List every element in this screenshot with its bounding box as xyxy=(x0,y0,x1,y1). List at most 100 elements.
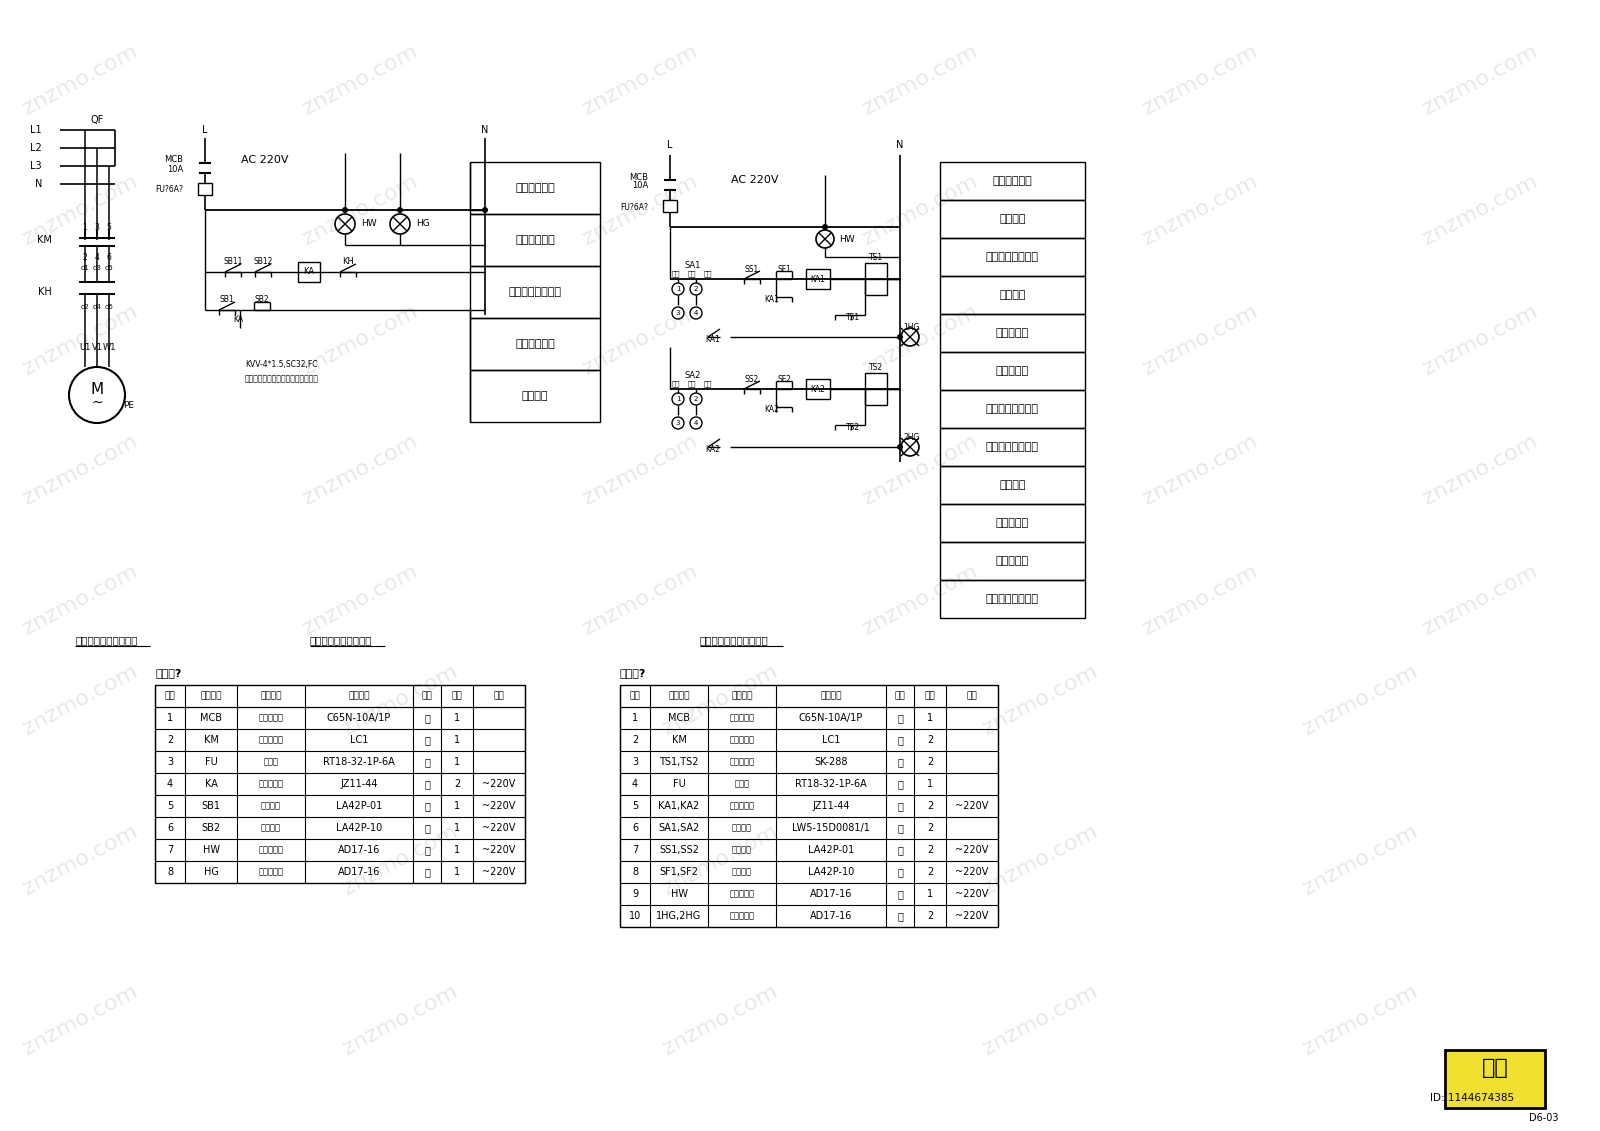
Circle shape xyxy=(482,207,488,213)
Text: 绿色信号灯: 绿色信号灯 xyxy=(730,912,755,921)
Text: 个: 个 xyxy=(424,735,430,745)
Text: 控制电源显示: 控制电源显示 xyxy=(515,235,555,245)
Text: 10A: 10A xyxy=(632,181,648,190)
Text: 1: 1 xyxy=(454,757,461,767)
Text: znzmo.com: znzmo.com xyxy=(859,561,981,639)
Text: 设备表?: 设备表? xyxy=(621,668,646,677)
Text: KA1: KA1 xyxy=(706,335,720,344)
Text: 1: 1 xyxy=(454,845,461,855)
Text: 3: 3 xyxy=(166,757,173,767)
Text: 6: 6 xyxy=(107,252,112,261)
Text: L: L xyxy=(667,140,672,150)
Text: 绿色信号灯: 绿色信号灯 xyxy=(259,867,283,877)
Text: QF: QF xyxy=(90,115,104,126)
Bar xyxy=(941,390,1085,428)
Text: znzmo.com: znzmo.com xyxy=(659,821,781,899)
Text: znzmo.com: znzmo.com xyxy=(979,662,1101,739)
Text: KA1: KA1 xyxy=(765,294,779,303)
Text: 个: 个 xyxy=(898,867,902,877)
Text: 时控全夜亮: 时控全夜亮 xyxy=(995,366,1029,375)
Text: 2: 2 xyxy=(926,910,933,921)
Bar xyxy=(941,276,1085,314)
Text: znzmo.com: znzmo.com xyxy=(19,561,141,639)
Text: 数量: 数量 xyxy=(451,691,462,700)
Text: 8: 8 xyxy=(166,867,173,877)
Text: C65N-10A/1P: C65N-10A/1P xyxy=(798,713,862,723)
Text: 全夜亮时间控制器: 全夜亮时间控制器 xyxy=(986,252,1038,262)
Text: KA: KA xyxy=(205,779,218,789)
Text: ~220V: ~220V xyxy=(482,867,515,877)
Text: 2: 2 xyxy=(926,801,933,811)
Text: znzmo.com: znzmo.com xyxy=(579,431,701,509)
Text: 白色信号灯: 白色信号灯 xyxy=(259,846,283,855)
Text: KH: KH xyxy=(38,287,51,297)
Text: 2: 2 xyxy=(632,735,638,745)
Text: znzmo.com: znzmo.com xyxy=(19,982,141,1059)
Text: 低压断路器: 低压断路器 xyxy=(259,714,283,723)
Text: 6: 6 xyxy=(632,823,638,834)
Text: SB1: SB1 xyxy=(219,295,234,304)
Bar xyxy=(941,314,1085,352)
Bar xyxy=(470,318,600,370)
Text: 10: 10 xyxy=(629,910,642,921)
Text: 2: 2 xyxy=(926,845,933,855)
Circle shape xyxy=(898,444,902,450)
Text: znzmo.com: znzmo.com xyxy=(19,42,141,119)
Text: TS1: TS1 xyxy=(869,252,883,261)
Text: 电源指示: 电源指示 xyxy=(1000,214,1026,224)
Text: 潜水泵控制二次接线图: 潜水泵控制二次接线图 xyxy=(310,634,373,645)
Text: 手控: 手控 xyxy=(672,270,680,277)
Text: 2: 2 xyxy=(454,779,461,789)
Text: znzmo.com: znzmo.com xyxy=(859,172,981,249)
Text: znzmo.com: znzmo.com xyxy=(299,431,421,509)
Text: ~220V: ~220V xyxy=(482,823,515,834)
Text: MCB: MCB xyxy=(165,155,182,164)
Text: 1: 1 xyxy=(675,396,680,402)
Text: AD17-16: AD17-16 xyxy=(810,910,853,921)
Text: 3: 3 xyxy=(675,310,680,316)
Text: SS1,SS2: SS1,SS2 xyxy=(659,845,699,855)
Text: 启停控制安装于系统泵房控制箱面板: 启停控制安装于系统泵房控制箱面板 xyxy=(245,374,318,383)
Text: 1: 1 xyxy=(166,713,173,723)
Text: 1: 1 xyxy=(926,889,933,899)
Text: 2: 2 xyxy=(694,286,698,292)
Text: ~220V: ~220V xyxy=(955,867,989,877)
Text: SA2: SA2 xyxy=(685,371,701,380)
Text: 1: 1 xyxy=(454,801,461,811)
Text: 1: 1 xyxy=(926,779,933,789)
Text: 时控半夜亮: 时控半夜亮 xyxy=(995,556,1029,566)
Text: 半夜亮运行指示灯: 半夜亮运行指示灯 xyxy=(986,594,1038,604)
Text: 5: 5 xyxy=(107,223,112,232)
Text: MCB: MCB xyxy=(669,713,690,723)
Text: 3: 3 xyxy=(632,757,638,767)
Text: ~220V: ~220V xyxy=(955,910,989,921)
Text: SF2: SF2 xyxy=(778,374,790,383)
Text: ~220V: ~220V xyxy=(955,845,989,855)
Text: 停止按钮: 停止按钮 xyxy=(733,846,752,855)
Text: 手控全夜亮: 手控全夜亮 xyxy=(995,328,1029,338)
Text: KA: KA xyxy=(234,316,243,325)
Text: 1: 1 xyxy=(454,735,461,745)
Text: 4: 4 xyxy=(694,420,698,426)
Text: LW5-15D0081/1: LW5-15D0081/1 xyxy=(792,823,870,834)
Text: 个: 个 xyxy=(424,757,430,767)
Text: KA2: KA2 xyxy=(706,444,720,454)
Text: AD17-16: AD17-16 xyxy=(338,845,381,855)
Text: znzmo.com: znzmo.com xyxy=(19,431,141,509)
Text: AC 220V: AC 220V xyxy=(731,175,779,185)
Text: 1: 1 xyxy=(454,713,461,723)
Text: KM: KM xyxy=(672,735,686,745)
Bar xyxy=(941,542,1085,580)
Text: znzmo.com: znzmo.com xyxy=(659,982,781,1059)
Text: HW: HW xyxy=(838,234,854,243)
Text: 4: 4 xyxy=(694,310,698,316)
Text: 4: 4 xyxy=(94,252,99,261)
Text: 1: 1 xyxy=(926,713,933,723)
Text: 9: 9 xyxy=(632,889,638,899)
Text: RT18-32-1P-6A: RT18-32-1P-6A xyxy=(795,779,867,789)
Bar xyxy=(621,685,998,927)
Text: 1HG: 1HG xyxy=(902,322,920,331)
Text: znzmo.com: znzmo.com xyxy=(1419,172,1541,249)
Text: SS1: SS1 xyxy=(746,265,758,274)
Text: 电源及熔断器: 电源及熔断器 xyxy=(515,183,555,193)
